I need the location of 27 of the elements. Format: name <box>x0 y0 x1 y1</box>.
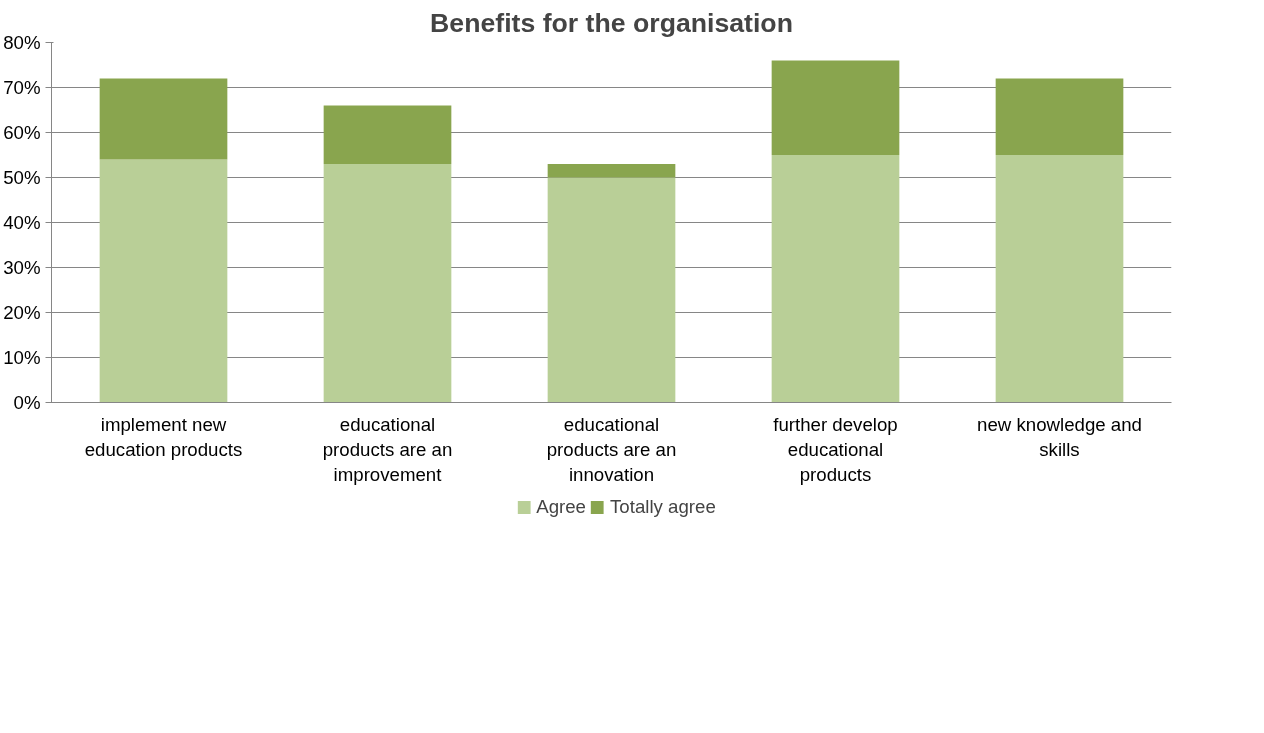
y-tick-label: 60% <box>3 122 41 143</box>
bar <box>323 164 452 403</box>
bar <box>771 155 900 403</box>
bar <box>771 60 900 155</box>
bar <box>995 155 1124 403</box>
x-tick-label: further develop educational products <box>773 413 898 485</box>
x-tick-label: implement new education products <box>84 413 243 460</box>
bar <box>99 159 228 403</box>
bar <box>547 177 676 403</box>
y-tick-label: 50% <box>3 167 41 188</box>
y-tick-label: 10% <box>3 347 41 368</box>
bar <box>547 164 676 178</box>
y-tick-label: 80% <box>3 32 41 53</box>
y-tick-label: 70% <box>3 77 41 98</box>
y-tick-label: 30% <box>3 257 41 278</box>
y-tick-label: 40% <box>3 212 41 233</box>
bar <box>323 105 452 164</box>
x-tick-label: educational products are an improvement <box>322 413 453 485</box>
y-tick-label: 0% <box>13 392 41 413</box>
bar <box>995 78 1124 155</box>
y-tick-label: 20% <box>3 302 41 323</box>
x-tick-label: new knowledge and skills <box>977 413 1142 460</box>
chart-title: Benefits for the organisation <box>430 7 793 38</box>
bar <box>99 78 228 160</box>
x-tick-label: educational products are an innovation <box>546 413 677 485</box>
legend-label: Totally agree <box>610 496 716 518</box>
legend-label: Agree <box>536 496 587 518</box>
